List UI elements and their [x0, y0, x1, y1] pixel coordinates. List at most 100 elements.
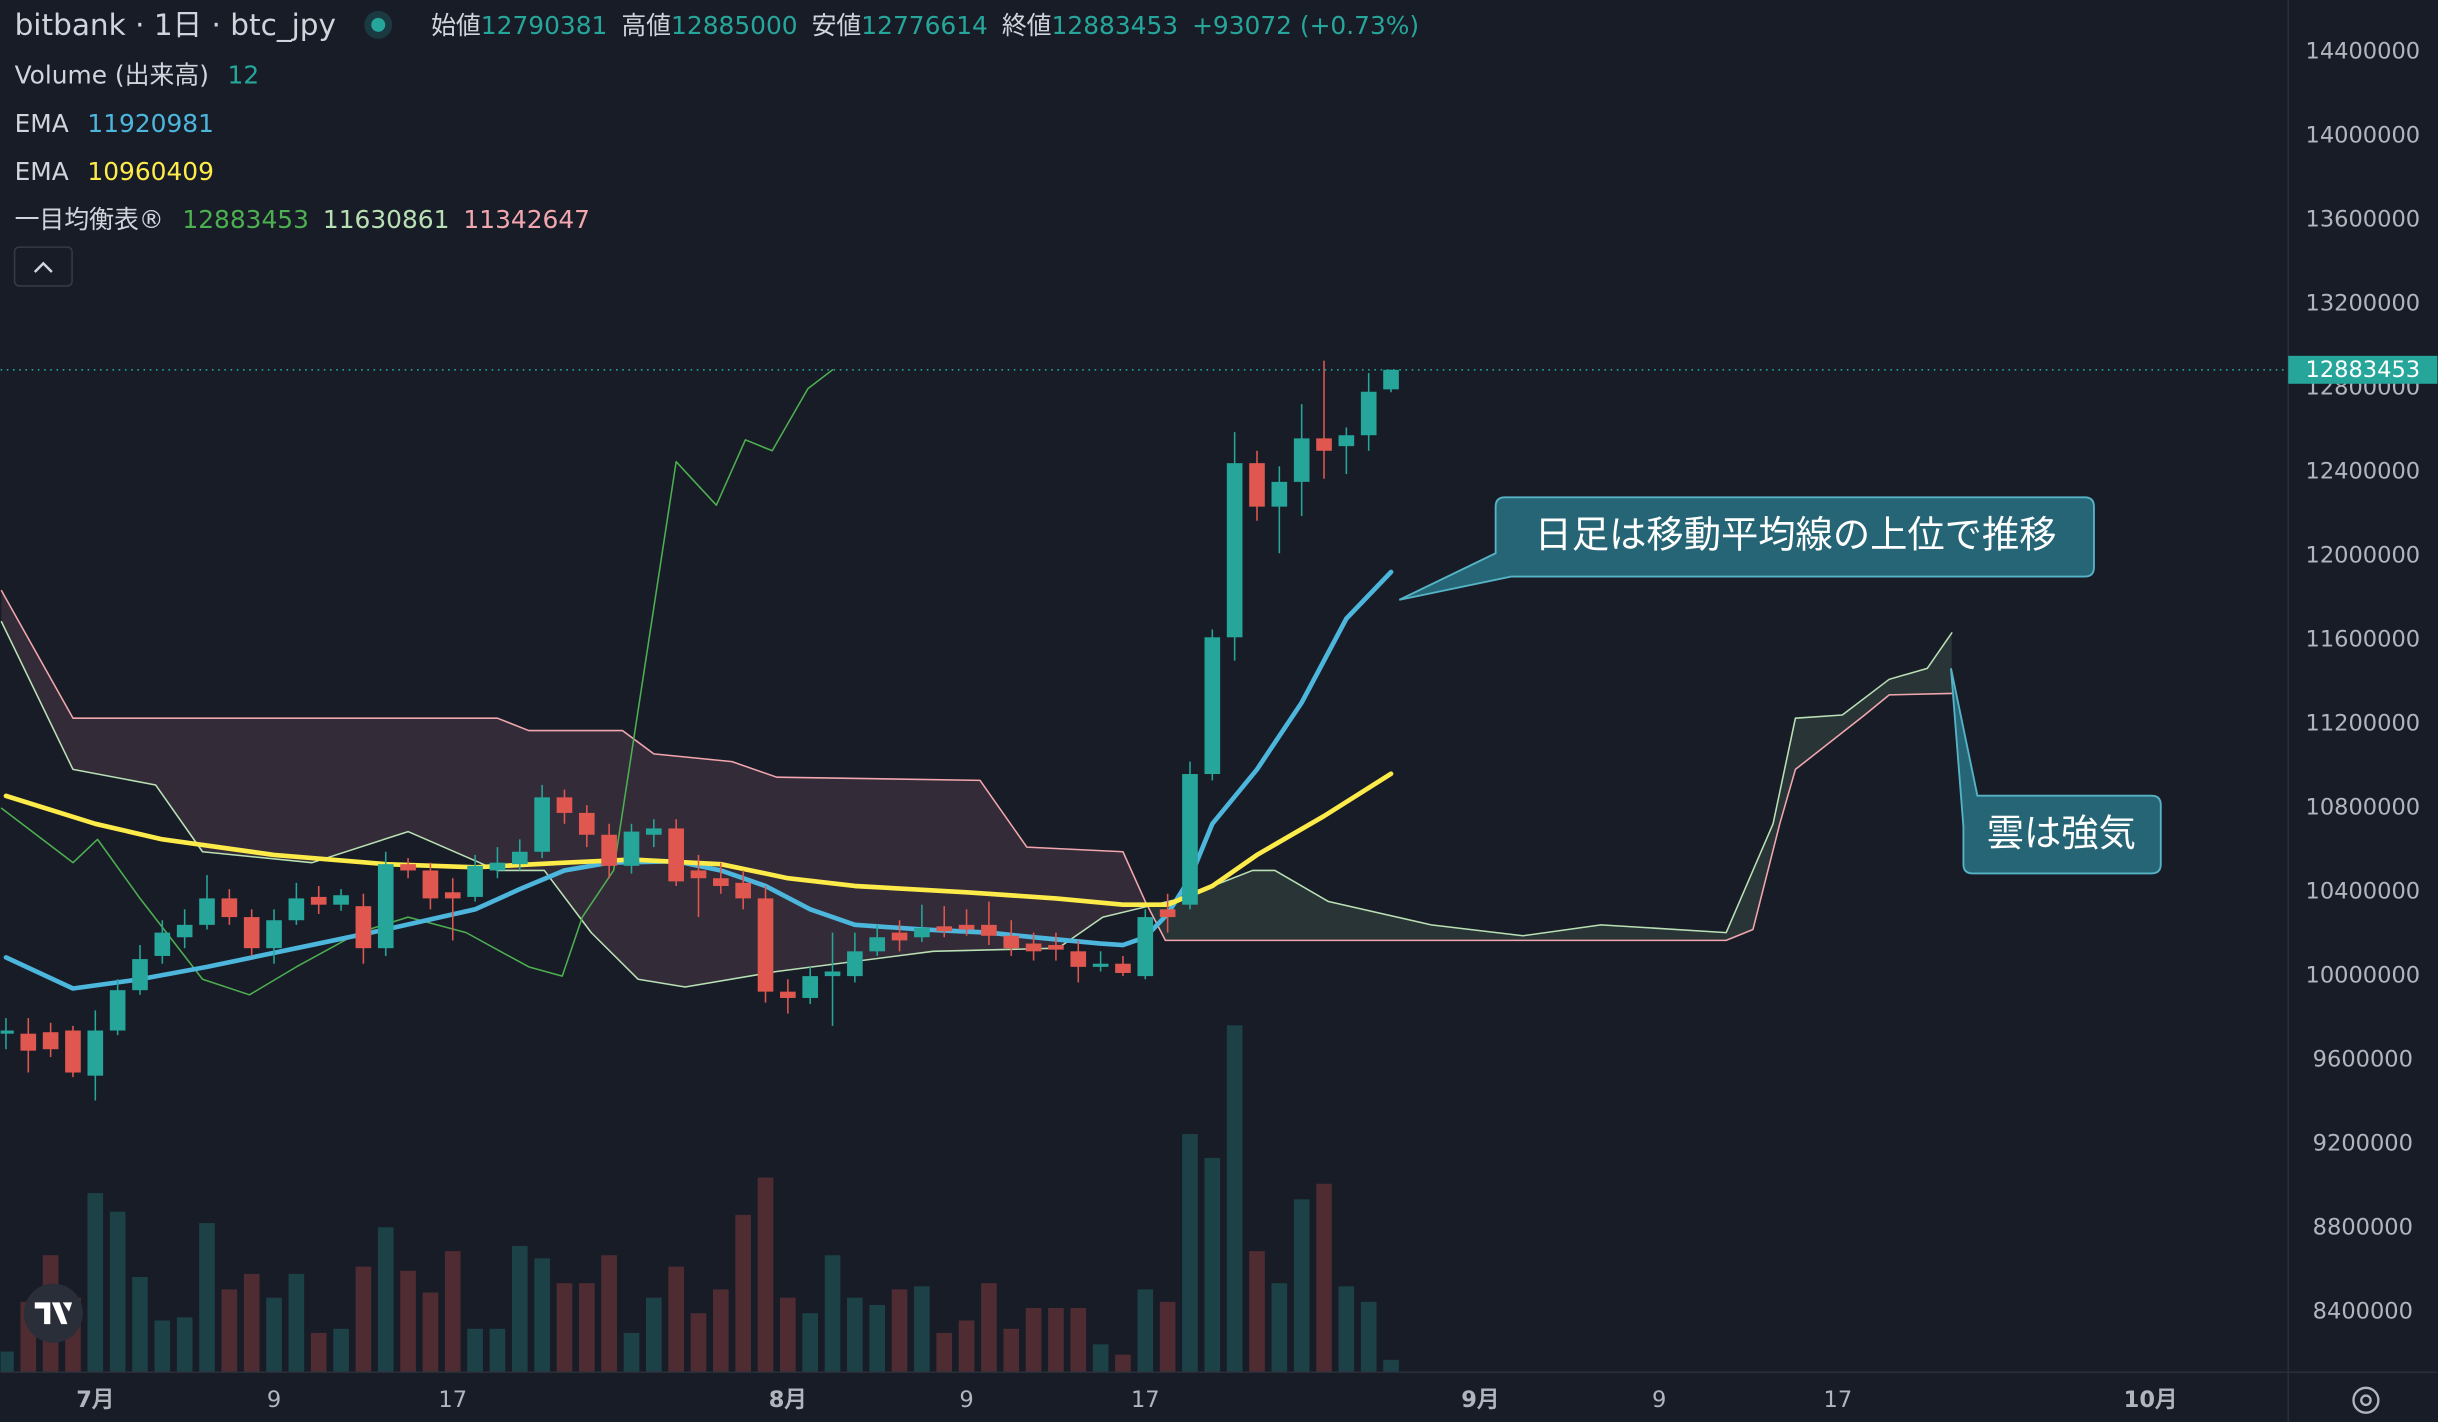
legend-label: EMA	[15, 156, 69, 185]
volume-bar	[578, 1283, 595, 1373]
volume-bar	[109, 1211, 126, 1373]
callout-box	[1950, 668, 2162, 875]
y-tick-label: 12000000	[2306, 542, 2421, 568]
candle-body	[847, 951, 863, 977]
ohlc-value: 12885000	[671, 10, 798, 39]
volume-bar	[1226, 1025, 1243, 1373]
candle-body	[645, 828, 662, 835]
y-tick-label: 10000000	[2306, 962, 2421, 988]
ema-legend: EMA 10960409	[15, 156, 214, 185]
candle-body	[735, 882, 751, 899]
x-tick-label: 17	[1131, 1387, 1160, 1413]
candle-body	[1249, 463, 1265, 507]
settings-gear[interactable]	[2352, 1386, 2380, 1414]
volume-bar	[690, 1313, 707, 1373]
volume-bar	[1316, 1183, 1332, 1373]
candle-body	[936, 926, 953, 932]
candle-body	[65, 1030, 81, 1073]
candle-body	[489, 862, 506, 871]
y-tick-label: 11600000	[2306, 626, 2421, 652]
volume-bar	[489, 1328, 506, 1373]
candle-body	[1204, 637, 1221, 775]
legend-label: EMA	[15, 108, 69, 137]
candle-body	[266, 920, 282, 949]
volume-bar	[713, 1289, 729, 1373]
candle-body	[1092, 963, 1109, 967]
volume-bar	[444, 1251, 461, 1373]
y-tick-label: 11200000	[2306, 710, 2421, 736]
candle-body	[668, 828, 684, 882]
candle-body	[1070, 951, 1087, 967]
leading-span-a	[0, 620, 1953, 988]
ohlc-label: 終値	[1002, 10, 1052, 39]
volume-bar	[176, 1317, 193, 1373]
volume-bar	[333, 1328, 349, 1373]
legend-value: 11342647	[463, 205, 590, 234]
y-tick-label: 14400000	[2306, 38, 2421, 64]
volume-bar	[601, 1255, 617, 1373]
volume-bar	[1092, 1344, 1109, 1373]
candle-body	[1003, 935, 1020, 949]
candle-body	[132, 959, 148, 991]
ohlc-legend: 始値12790381 高値12885000 安値12776614 終値12883453…	[431, 10, 1419, 39]
ohlc-label: 安値	[812, 10, 862, 39]
volume-bar	[400, 1270, 416, 1373]
volume-bar	[422, 1292, 439, 1373]
collapse-button-box[interactable]	[13, 246, 73, 287]
candle-body	[623, 831, 640, 866]
volume-bar	[1070, 1308, 1087, 1373]
candle-body	[0, 1030, 14, 1034]
collapse-button[interactable]	[13, 246, 73, 287]
candle-body	[176, 924, 193, 938]
candle-body	[444, 892, 461, 899]
candle-body	[221, 898, 238, 918]
settings-button[interactable]	[2352, 1386, 2380, 1414]
volume-bar	[467, 1328, 483, 1373]
volume-bar	[1383, 1359, 1399, 1373]
volume-bar	[266, 1297, 282, 1373]
volume-bar	[154, 1320, 171, 1373]
ohlc-label: 高値	[621, 10, 671, 39]
candle-body	[1383, 369, 1399, 390]
candle-body	[199, 898, 215, 925]
brand-logo[interactable]	[23, 1283, 83, 1343]
volume-bar	[310, 1332, 327, 1373]
ema-line	[3, 771, 1394, 908]
candle-layer	[0, 360, 1399, 1101]
candle-body	[802, 976, 819, 998]
ohlc-value: 12776614	[861, 10, 988, 39]
candle-body	[154, 932, 171, 956]
volume-bar	[914, 1286, 930, 1373]
volume-bar	[891, 1289, 908, 1373]
ohlc-value: 12883453	[1052, 10, 1179, 39]
y-tick-label: 12400000	[2306, 458, 2421, 484]
lagging-span	[0, 369, 834, 996]
candle-body	[1316, 438, 1332, 451]
logo-circle[interactable]	[23, 1283, 83, 1343]
volume-bar	[1338, 1286, 1355, 1373]
volume-bar	[869, 1304, 886, 1373]
volume-bar	[735, 1214, 751, 1373]
candle-body	[1115, 963, 1131, 973]
candle-body	[780, 991, 796, 998]
candle-body	[377, 864, 394, 949]
x-tick-label: 9	[1652, 1387, 1666, 1413]
volume-bar	[958, 1320, 975, 1373]
volume-bar	[981, 1283, 997, 1373]
x-tick-label: 9	[959, 1387, 973, 1413]
candle-body	[355, 906, 372, 949]
y-tick-label: 10800000	[2306, 794, 2421, 820]
candle-body	[578, 812, 595, 835]
volume-bar	[132, 1276, 148, 1373]
x-tick-label: 17	[438, 1387, 467, 1413]
x-tick-label: 10月	[2124, 1387, 2178, 1413]
settings-gear-hub	[2360, 1394, 2372, 1407]
x-tick-label: 17	[1824, 1387, 1853, 1413]
candle-body	[1293, 438, 1310, 482]
volume-bar	[780, 1297, 796, 1373]
candle-body	[1182, 774, 1198, 905]
candle-body	[400, 864, 416, 871]
volume-legend: Volume (出来高) 12	[15, 60, 260, 89]
